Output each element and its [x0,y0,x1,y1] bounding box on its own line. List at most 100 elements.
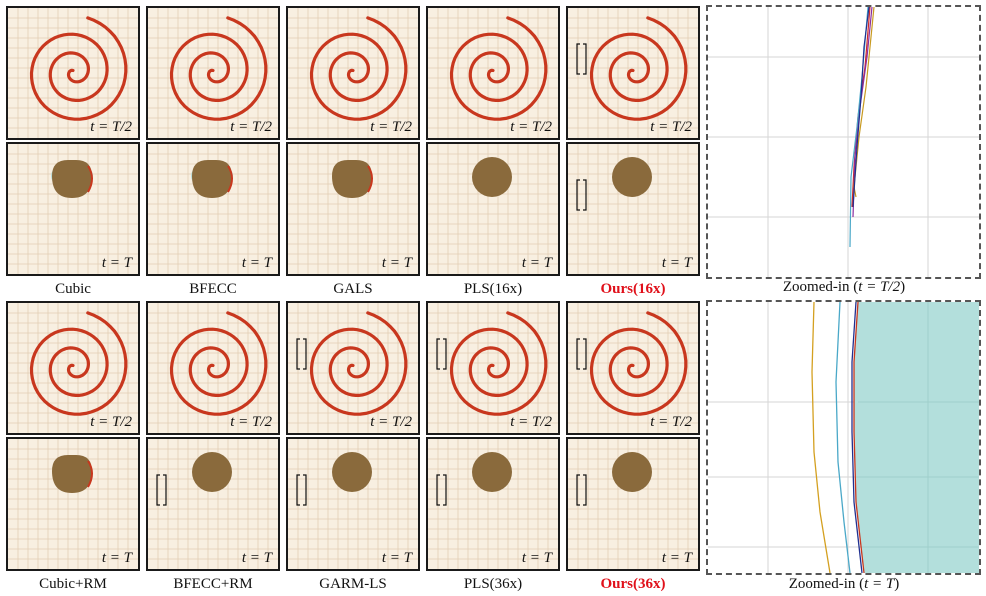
panel-gals-full: t = T [286,142,420,276]
time-label: t = T/2 [650,119,692,135]
disk-shape [8,144,138,274]
spiral-shape [428,8,558,138]
panel-ours16-full: t = T [566,142,700,276]
panel-cubic-half: t = T/2 [6,6,140,140]
method-caption: PLS(16x) [463,281,523,297]
method-caption: Cubic [55,281,91,297]
spiral-curve [169,311,268,416]
method-caption-ours: Ours(16x) [600,281,666,297]
zoom-caption-half: Zoomed-in (t = T/2) [782,279,906,295]
method-caption: BFECC+RM [173,576,253,592]
disk-shape [428,144,558,274]
panel-pls36-full: t = T [426,437,560,571]
disk-shape [148,439,278,569]
disk-shape [568,144,698,274]
spiral-curve [29,311,128,416]
spiral-shape [8,8,138,138]
spiral-shape [8,303,138,433]
bracket-marker [436,338,447,370]
disk-edge [87,165,93,193]
spiral-shape [288,303,418,433]
time-label: t = T [241,255,272,271]
disk-shape [288,439,418,569]
spiral-shape [288,8,418,138]
disk-shape [8,439,138,569]
zoom-panel-half [706,5,981,279]
zoom-panel-full [706,300,981,575]
panel-bfecc-full: t = T [146,142,280,276]
disk-body [472,157,512,197]
time-label: t = T [241,550,272,566]
disk-body [192,452,232,492]
disk-body [52,160,92,198]
panel-ours36-half: t = T/2 [566,301,700,435]
time-label: t = T [381,255,412,271]
zoom-plot-half [708,7,979,277]
time-label: t = T [521,550,552,566]
panel-ours16-half: t = T/2 [566,6,700,140]
spiral-curve [29,16,128,121]
disk-body [332,452,372,492]
disk-body [612,452,652,492]
time-label: t = T/2 [90,414,132,430]
disk-body [332,160,372,198]
spiral-curve [309,311,408,416]
panel-ours36-full: t = T [566,437,700,571]
panel-pls36-half: t = T/2 [426,301,560,435]
time-label: t = T/2 [230,414,272,430]
time-label: t = T/2 [230,119,272,135]
panel-cubicrm-half: t = T/2 [6,301,140,435]
method-caption: Cubic+RM [39,576,107,592]
time-label: t = T/2 [510,119,552,135]
bracket-marker [576,338,587,370]
spiral-curve [589,16,688,121]
panel-bfeccrm-full: t = T [146,437,280,571]
spiral-curve [449,16,548,121]
time-label: t = T/2 [370,414,412,430]
panel-gals-half: t = T/2 [286,6,420,140]
time-label: t = T [101,255,132,271]
method-caption: GALS [333,281,373,297]
disk-edge [87,460,93,488]
panel-bfecc-half: t = T/2 [146,6,280,140]
time-label: t = T/2 [370,119,412,135]
bracket-marker [576,43,587,75]
time-label: t = T [381,550,412,566]
method-caption-ours: Ours(36x) [600,576,666,592]
panel-garmls-half: t = T/2 [286,301,420,435]
method-caption: PLS(36x) [463,576,523,592]
panel-cubicrm-full: t = T [6,437,140,571]
disk-body [612,157,652,197]
panel-cubic-full: t = T [6,142,140,276]
spiral-curve [589,311,688,416]
disk-body [52,455,92,493]
time-label: t = T [521,255,552,271]
zoom-plot-full [708,302,979,573]
spiral-shape [428,303,558,433]
panel-pls16-full: t = T [426,142,560,276]
spiral-curve [169,16,268,121]
disk-edge [367,165,373,193]
time-label: t = T/2 [510,414,552,430]
time-label: t = T [661,255,692,271]
method-caption: BFECC [189,281,237,297]
spiral-curve [449,311,548,416]
time-label: t = T/2 [650,414,692,430]
time-label: t = T/2 [90,119,132,135]
disk-shape [428,439,558,569]
time-label: t = T [661,550,692,566]
disk-shape [288,144,418,274]
spiral-shape [568,8,698,138]
bracket-marker [576,474,587,506]
disk-shape [148,144,278,274]
panel-bfeccrm-half: t = T/2 [146,301,280,435]
method-caption: GARM-LS [319,576,387,592]
spiral-curve [309,16,408,121]
bracket-marker [576,179,587,211]
spiral-shape [148,303,278,433]
disk-shape [568,439,698,569]
bracket-marker [156,474,167,506]
spiral-shape [568,303,698,433]
zoom-caption-full: Zoomed-in (t = T) [788,576,900,592]
disk-edge [227,165,233,193]
